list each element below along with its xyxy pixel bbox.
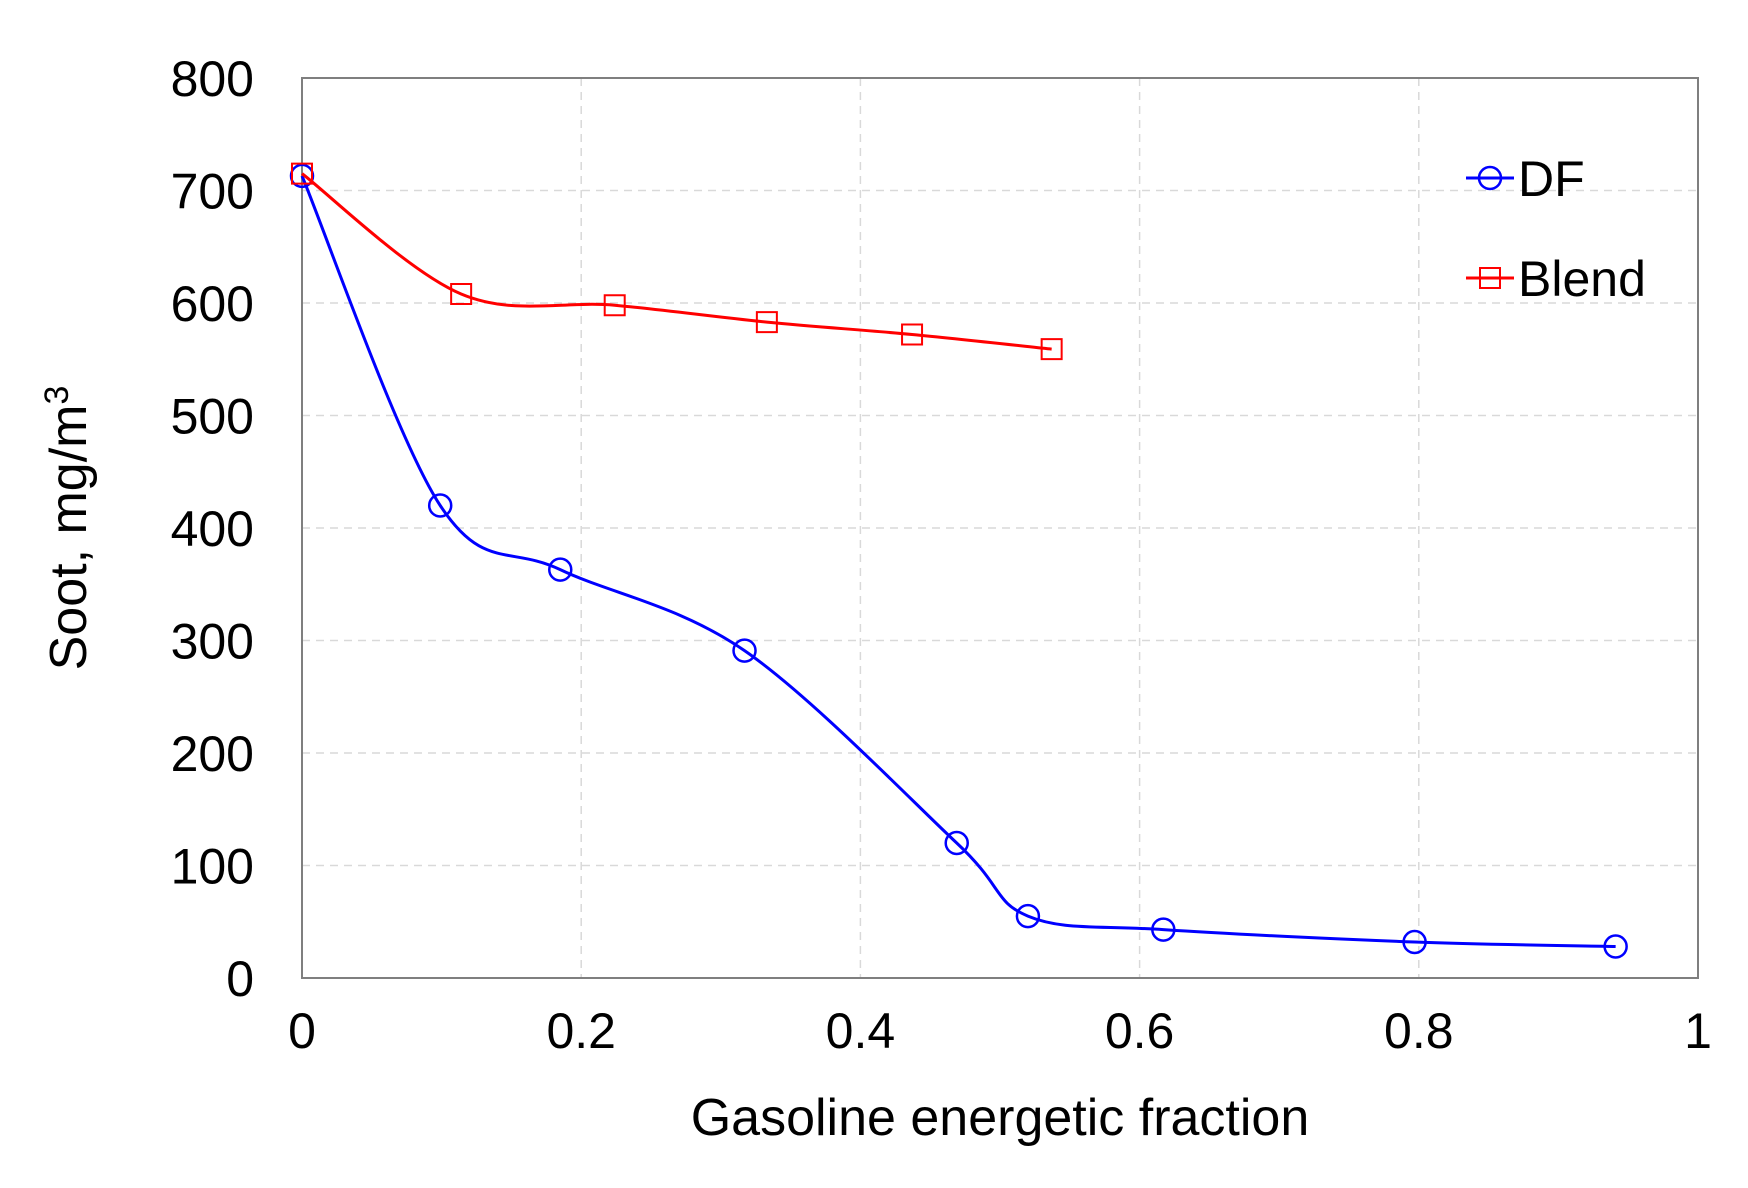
legend-blend-label: Blend [1518,251,1646,307]
legend-df-marker [1477,165,1503,191]
x-tick-label: 0.4 [826,1003,896,1059]
data-point-blend [450,283,473,305]
legend-item-blend: Blend [1466,251,1646,307]
grid-lines [302,78,1698,978]
x-axis-title: Gasoline energetic fraction [691,1089,1310,1147]
series-line-blend [301,172,1052,351]
y-tick-label: 500 [171,389,254,445]
x-tick-label: 0 [288,1003,316,1059]
legend-df-label: DF [1518,151,1585,207]
data-point-blend [755,311,778,334]
data-point-df [1402,929,1427,955]
plot-frame [301,77,1699,979]
y-tick-label: 400 [171,501,254,557]
data-point-df [1603,934,1628,959]
series-line-df [300,175,1616,948]
y-tick-label: 800 [171,51,254,107]
x-tick-label: 0.8 [1384,1003,1454,1059]
y-tick-label: 300 [171,614,254,670]
data-point-blend [1040,338,1063,361]
data-point-df [732,638,757,663]
x-tick-label: 0.2 [546,1003,616,1059]
y-tick-label: 200 [171,726,254,782]
x-axis-ticks: 0 0.2 0.4 0.6 0.8 1 [288,1003,1712,1059]
legend-blend-marker [1479,267,1501,289]
x-tick-label: 0.6 [1105,1003,1175,1059]
y-axis-ticks: 0 100 200 300 400 500 600 700 800 [171,51,254,1007]
y-tick-label: 100 [171,839,254,895]
y-axis-title-text: Soot, mg/m [40,405,98,671]
data-point-df [427,493,453,518]
data-point-blend [291,162,313,185]
y-tick-label: 0 [226,951,254,1007]
data-point-df [944,830,969,856]
data-point-df [1015,903,1041,929]
data-point-blend [603,294,626,317]
y-axis-title: Soot, mg/m3 [38,386,98,671]
legend-item-df: DF [1466,151,1585,207]
y-tick-label: 700 [171,164,254,220]
x-tick-label: 1 [1684,1003,1712,1059]
data-point-df [548,557,573,582]
data-point-blend [901,323,924,346]
y-tick-label: 600 [171,276,254,332]
series-layer [289,162,1628,959]
data-point-df [1151,917,1176,942]
legend: DF Blend [1466,151,1646,307]
y-axis-title-superscript: 3 [38,386,76,405]
